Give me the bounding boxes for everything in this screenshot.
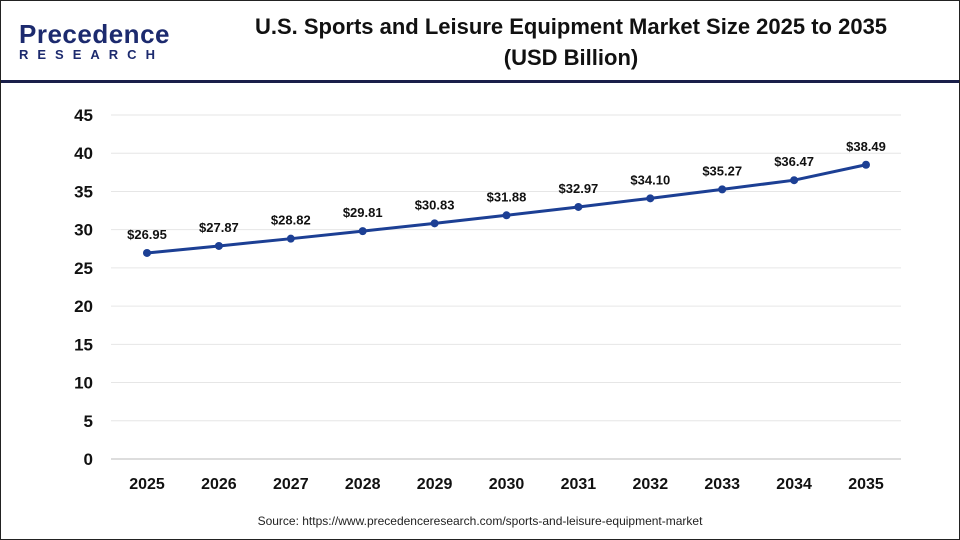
data-label: $38.49	[846, 139, 886, 154]
data-point	[143, 248, 151, 257]
logo-text-bottom: RESEARCH	[19, 47, 164, 62]
x-tick-label: 2025	[129, 476, 165, 493]
y-tick-label: 30	[74, 221, 93, 240]
data-point	[358, 227, 367, 236]
data-label: $26.95	[127, 227, 167, 242]
data-label: $34.10	[630, 172, 670, 187]
data-point	[214, 241, 223, 250]
y-tick-label: 15	[74, 335, 93, 354]
data-point	[286, 234, 295, 243]
data-point	[862, 160, 870, 169]
data-label: $31.88	[487, 189, 527, 204]
data-point	[430, 219, 439, 228]
data-point	[574, 202, 583, 211]
series-line	[146, 163, 867, 255]
x-tick-label: 2030	[489, 476, 525, 493]
y-tick-label: 25	[74, 259, 93, 278]
data-point	[790, 176, 799, 185]
chart-title: U.S. Sports and Leisure Equipment Market…	[201, 11, 941, 73]
y-tick-label: 0	[84, 450, 93, 469]
y-tick-label: 5	[84, 412, 93, 431]
x-tick-label: 2034	[776, 476, 812, 493]
y-tick-label: 10	[74, 374, 93, 393]
data-label: $32.97	[559, 181, 599, 196]
x-tick-label: 2035	[848, 476, 884, 493]
data-label: $27.87	[199, 220, 239, 235]
x-tick-label: 2026	[201, 476, 237, 493]
x-tick-label: 2031	[561, 476, 597, 493]
precedence-research-logo: Precedence RESEARCH	[19, 21, 170, 63]
title-line-1: U.S. Sports and Leisure Equipment Market…	[254, 14, 888, 39]
data-point	[718, 185, 727, 194]
y-tick-label: 35	[74, 182, 93, 201]
y-tick-label: 20	[74, 297, 93, 316]
data-label: $35.27	[702, 163, 742, 178]
data-label: $36.47	[774, 154, 814, 169]
data-label: $29.81	[343, 205, 383, 220]
data-point	[502, 211, 511, 220]
source-text: Source: https://www.precedenceresearch.c…	[257, 514, 703, 528]
logo-text-top: Precedence	[19, 19, 170, 49]
x-tick-label: 2033	[704, 476, 740, 493]
x-tick-label: 2028	[345, 476, 381, 493]
y-tick-label: 40	[74, 144, 93, 163]
y-tick-label: 45	[74, 106, 93, 125]
data-label: $30.83	[415, 197, 455, 212]
x-tick-label: 2029	[417, 476, 453, 493]
data-point	[646, 194, 655, 203]
x-tick-label: 2032	[633, 476, 669, 493]
title-line-2: (USD Billion)	[503, 45, 639, 70]
header: Precedence RESEARCH U.S. Sports and Leis…	[1, 1, 959, 83]
x-tick-label: 2027	[273, 476, 309, 493]
data-label: $28.82	[271, 213, 311, 228]
